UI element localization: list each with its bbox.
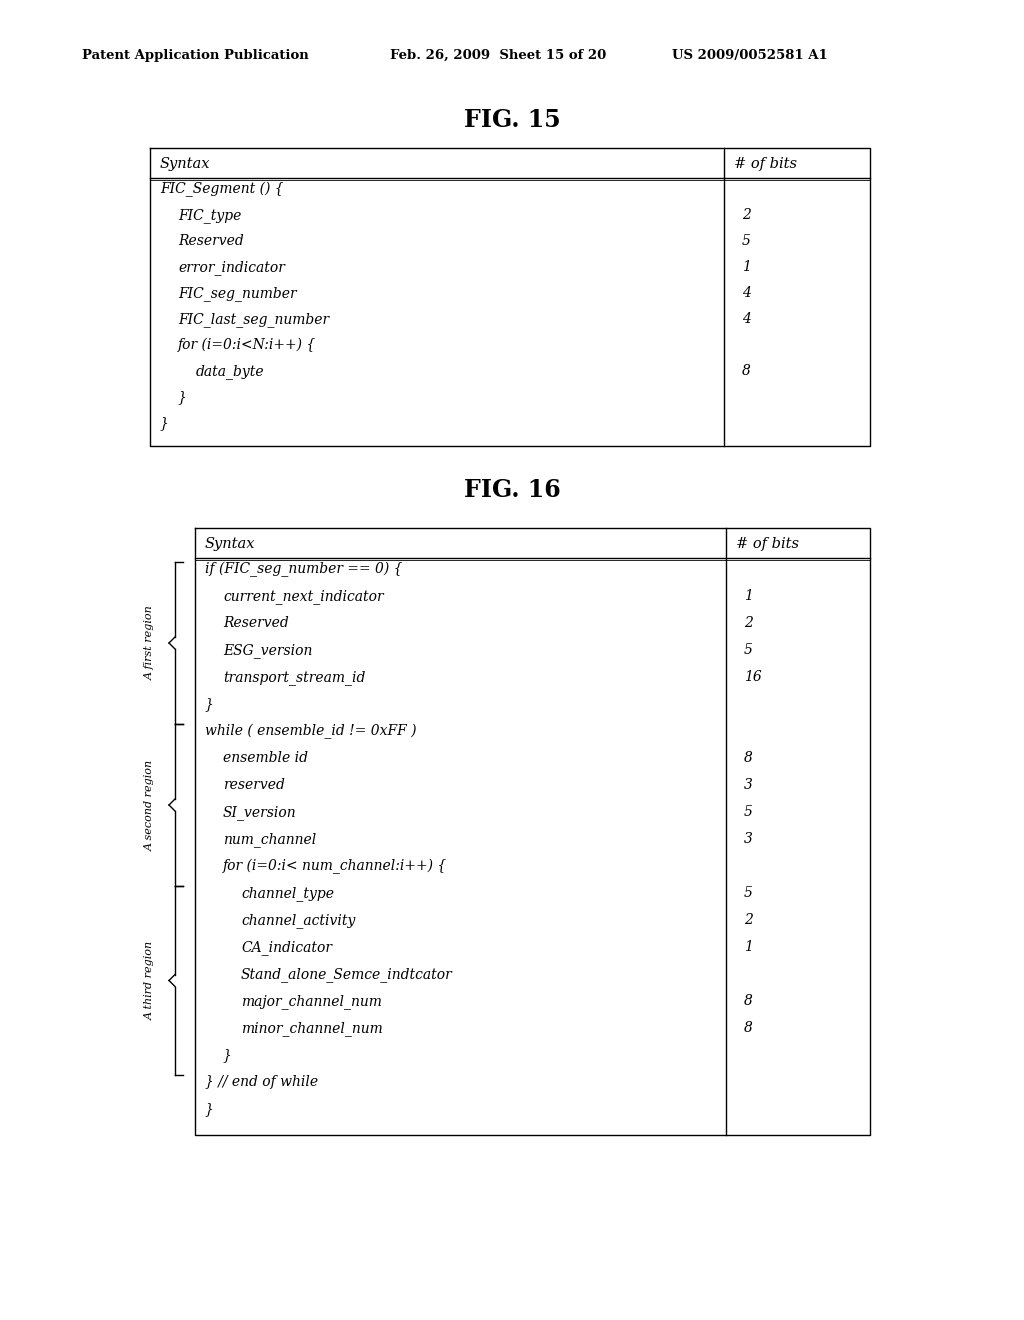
Text: 5: 5	[744, 805, 753, 818]
Text: Syntax: Syntax	[160, 157, 211, 172]
Text: 5: 5	[744, 886, 753, 900]
Text: FIC_type: FIC_type	[178, 209, 242, 223]
Text: 2: 2	[742, 209, 751, 222]
Text: major_channel_num: major_channel_num	[241, 994, 382, 1008]
Text: 5: 5	[744, 643, 753, 657]
Text: 5: 5	[742, 234, 751, 248]
Text: Stand_alone_Semce_indtcator: Stand_alone_Semce_indtcator	[241, 968, 453, 982]
Text: while ( ensemble_id != 0xFF ): while ( ensemble_id != 0xFF )	[205, 723, 417, 739]
Text: 8: 8	[744, 994, 753, 1008]
Text: US 2009/0052581 A1: US 2009/0052581 A1	[672, 49, 827, 62]
Text: for (i=0:i< num_channel:i++) {: for (i=0:i< num_channel:i++) {	[223, 859, 447, 874]
Text: Reserved: Reserved	[178, 234, 244, 248]
Text: current_next_indicator: current_next_indicator	[223, 589, 384, 603]
Text: Patent Application Publication: Patent Application Publication	[82, 49, 309, 62]
Text: } // end of while: } // end of while	[205, 1074, 318, 1089]
Text: if (FIC_seg_number == 0) {: if (FIC_seg_number == 0) {	[205, 562, 402, 577]
Text: FIG. 16: FIG. 16	[464, 478, 560, 502]
Text: 4: 4	[742, 286, 751, 300]
Text: 3: 3	[744, 832, 753, 846]
Text: 3: 3	[744, 777, 753, 792]
Text: }: }	[205, 697, 214, 711]
Text: 4: 4	[742, 312, 751, 326]
Text: # of bits: # of bits	[734, 157, 797, 172]
Text: data_byte: data_byte	[196, 364, 264, 379]
Text: Reserved: Reserved	[223, 616, 289, 630]
Text: ensemble id: ensemble id	[223, 751, 308, 766]
Text: 8: 8	[744, 1020, 753, 1035]
Text: 8: 8	[744, 751, 753, 766]
Text: SI_version: SI_version	[223, 805, 297, 820]
Text: num_channel: num_channel	[223, 832, 316, 847]
Text: # of bits: # of bits	[736, 537, 799, 550]
Text: 1: 1	[742, 260, 751, 275]
Text: Syntax: Syntax	[205, 537, 256, 550]
Text: 2: 2	[744, 616, 753, 630]
Text: channel_activity: channel_activity	[241, 913, 355, 928]
Text: transport_stream_id: transport_stream_id	[223, 671, 366, 685]
Text: 1: 1	[744, 589, 753, 603]
Text: 16: 16	[744, 671, 762, 684]
Text: for (i=0:i<N:i++) {: for (i=0:i<N:i++) {	[178, 338, 316, 352]
Text: 1: 1	[744, 940, 753, 954]
Text: }: }	[178, 389, 186, 404]
Text: FIG. 15: FIG. 15	[464, 108, 560, 132]
Text: }: }	[160, 416, 169, 430]
Text: A third region: A third region	[145, 941, 155, 1020]
Text: CA_indicator: CA_indicator	[241, 940, 332, 954]
Text: A first region: A first region	[145, 606, 155, 680]
Text: ESG_version: ESG_version	[223, 643, 312, 657]
Text: minor_channel_num: minor_channel_num	[241, 1020, 383, 1036]
Text: }: }	[205, 1102, 214, 1115]
Text: 8: 8	[742, 364, 751, 378]
Text: }: }	[223, 1048, 231, 1063]
Text: A second region: A second region	[145, 759, 155, 850]
Text: 2: 2	[744, 913, 753, 927]
Text: channel_type: channel_type	[241, 886, 334, 900]
Text: Feb. 26, 2009  Sheet 15 of 20: Feb. 26, 2009 Sheet 15 of 20	[390, 49, 606, 62]
Text: FIC_Segment () {: FIC_Segment () {	[160, 182, 284, 197]
Text: FIC_last_seg_number: FIC_last_seg_number	[178, 312, 329, 327]
Text: error_indicator: error_indicator	[178, 260, 285, 275]
Text: reserved: reserved	[223, 777, 285, 792]
Text: FIC_seg_number: FIC_seg_number	[178, 286, 297, 301]
